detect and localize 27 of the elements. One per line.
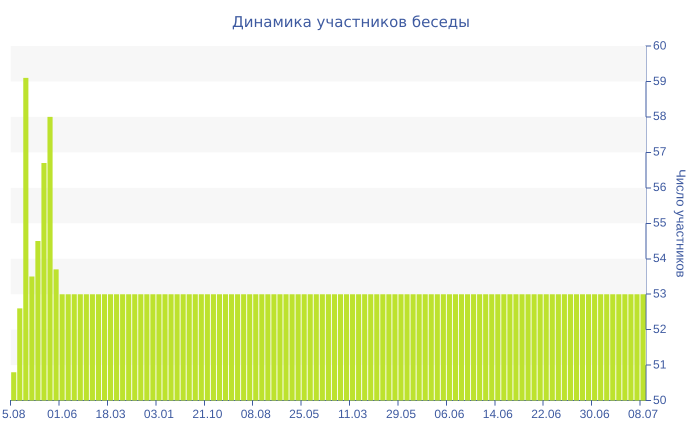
x-tick-label: 08.07 bbox=[628, 407, 658, 422]
y-tick-label: 56 bbox=[653, 180, 667, 194]
y-tick-label: 51 bbox=[653, 357, 667, 372]
y-tick-label: 54 bbox=[653, 251, 667, 266]
y-tick-label: 58 bbox=[653, 109, 667, 124]
x-tick-label: 30.06 bbox=[580, 407, 610, 422]
x-tick-label: 01.06 bbox=[47, 407, 78, 422]
x-tick-label: 14.06 bbox=[482, 407, 514, 422]
x-tick-label: 18.03 bbox=[96, 407, 126, 422]
x-tick-label: 25.05 bbox=[289, 407, 320, 422]
x-tick-label: 5.08 bbox=[2, 407, 26, 422]
x-tick-label: 03.01 bbox=[144, 407, 174, 422]
y-tick-label: 53 bbox=[653, 286, 667, 301]
y-tick-label: 60 bbox=[653, 38, 667, 52]
y-tick-label: 59 bbox=[653, 74, 667, 88]
x-tick-label: 11.03 bbox=[338, 407, 368, 422]
x-tick-label: 22.06 bbox=[531, 407, 562, 422]
y-tick-label: 57 bbox=[653, 144, 667, 159]
y-tick-label: 50 bbox=[653, 392, 667, 407]
chart-title: Динамика участников беседы bbox=[232, 12, 470, 31]
y-tick-label: 55 bbox=[653, 216, 667, 230]
y-axis-title: Число участников bbox=[674, 169, 689, 278]
x-tick-label: 21.10 bbox=[192, 407, 223, 422]
x-tick-label: 08.08 bbox=[240, 407, 272, 422]
x-tick-label: 06.06 bbox=[434, 407, 465, 422]
y-tick-label: 52 bbox=[653, 322, 667, 336]
x-tick-label: 29.05 bbox=[386, 407, 416, 422]
